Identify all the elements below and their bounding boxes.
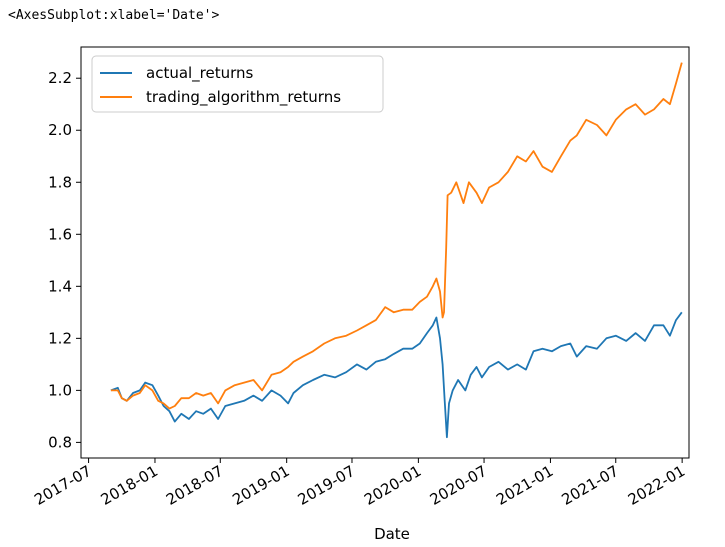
y-tick-label: 1.6 [48, 225, 72, 243]
x-tick-label: 2021-07 [558, 462, 621, 509]
y-axis: 0.8 1.0 1.2 1.4 1.6 1.8 2.0 2.2 [48, 69, 81, 451]
x-tick-label: 2017-07 [31, 462, 94, 509]
y-tick-label: 0.8 [48, 433, 72, 451]
legend-label-actual_returns: actual_returns [146, 64, 254, 83]
x-tick-label: 2022-01 [625, 462, 688, 509]
series-lines [110, 62, 683, 439]
legend: actual_returns trading_algorithm_returns [91, 55, 384, 113]
y-tick-label: 1.4 [48, 277, 72, 295]
y-tick-label: 2.2 [48, 69, 72, 87]
y-tick-label: 1.8 [48, 173, 72, 191]
x-tick-label: 2020-07 [427, 462, 490, 509]
series-line-trading_algorithm_returns [110, 62, 683, 410]
series-line-actual_returns [110, 311, 683, 439]
x-tick-label: 2021-01 [493, 462, 556, 509]
y-tick-label: 2.0 [48, 121, 72, 139]
x-axis-title: Date [374, 525, 410, 543]
legend-label-trading_algorithm_returns: trading_algorithm_returns [146, 88, 341, 107]
y-tick-label: 1.2 [48, 329, 72, 347]
x-tick-label: 2019-07 [295, 462, 358, 509]
x-axis: 2017-07 2018-01 2018-07 2019-01 2019-07 2020-… [31, 458, 688, 509]
y-tick-label: 1.0 [48, 381, 72, 399]
x-tick-label: 2018-01 [98, 462, 161, 509]
x-tick-label: 2018-07 [163, 462, 226, 509]
subplot-repr-text: <AxesSubplot:xlabel='Date'> [8, 8, 220, 23]
axes-frame [80, 46, 690, 459]
legend-box [91, 55, 384, 113]
x-tick-label: 2019-01 [229, 462, 292, 509]
x-tick-label: 2020-01 [361, 462, 424, 509]
